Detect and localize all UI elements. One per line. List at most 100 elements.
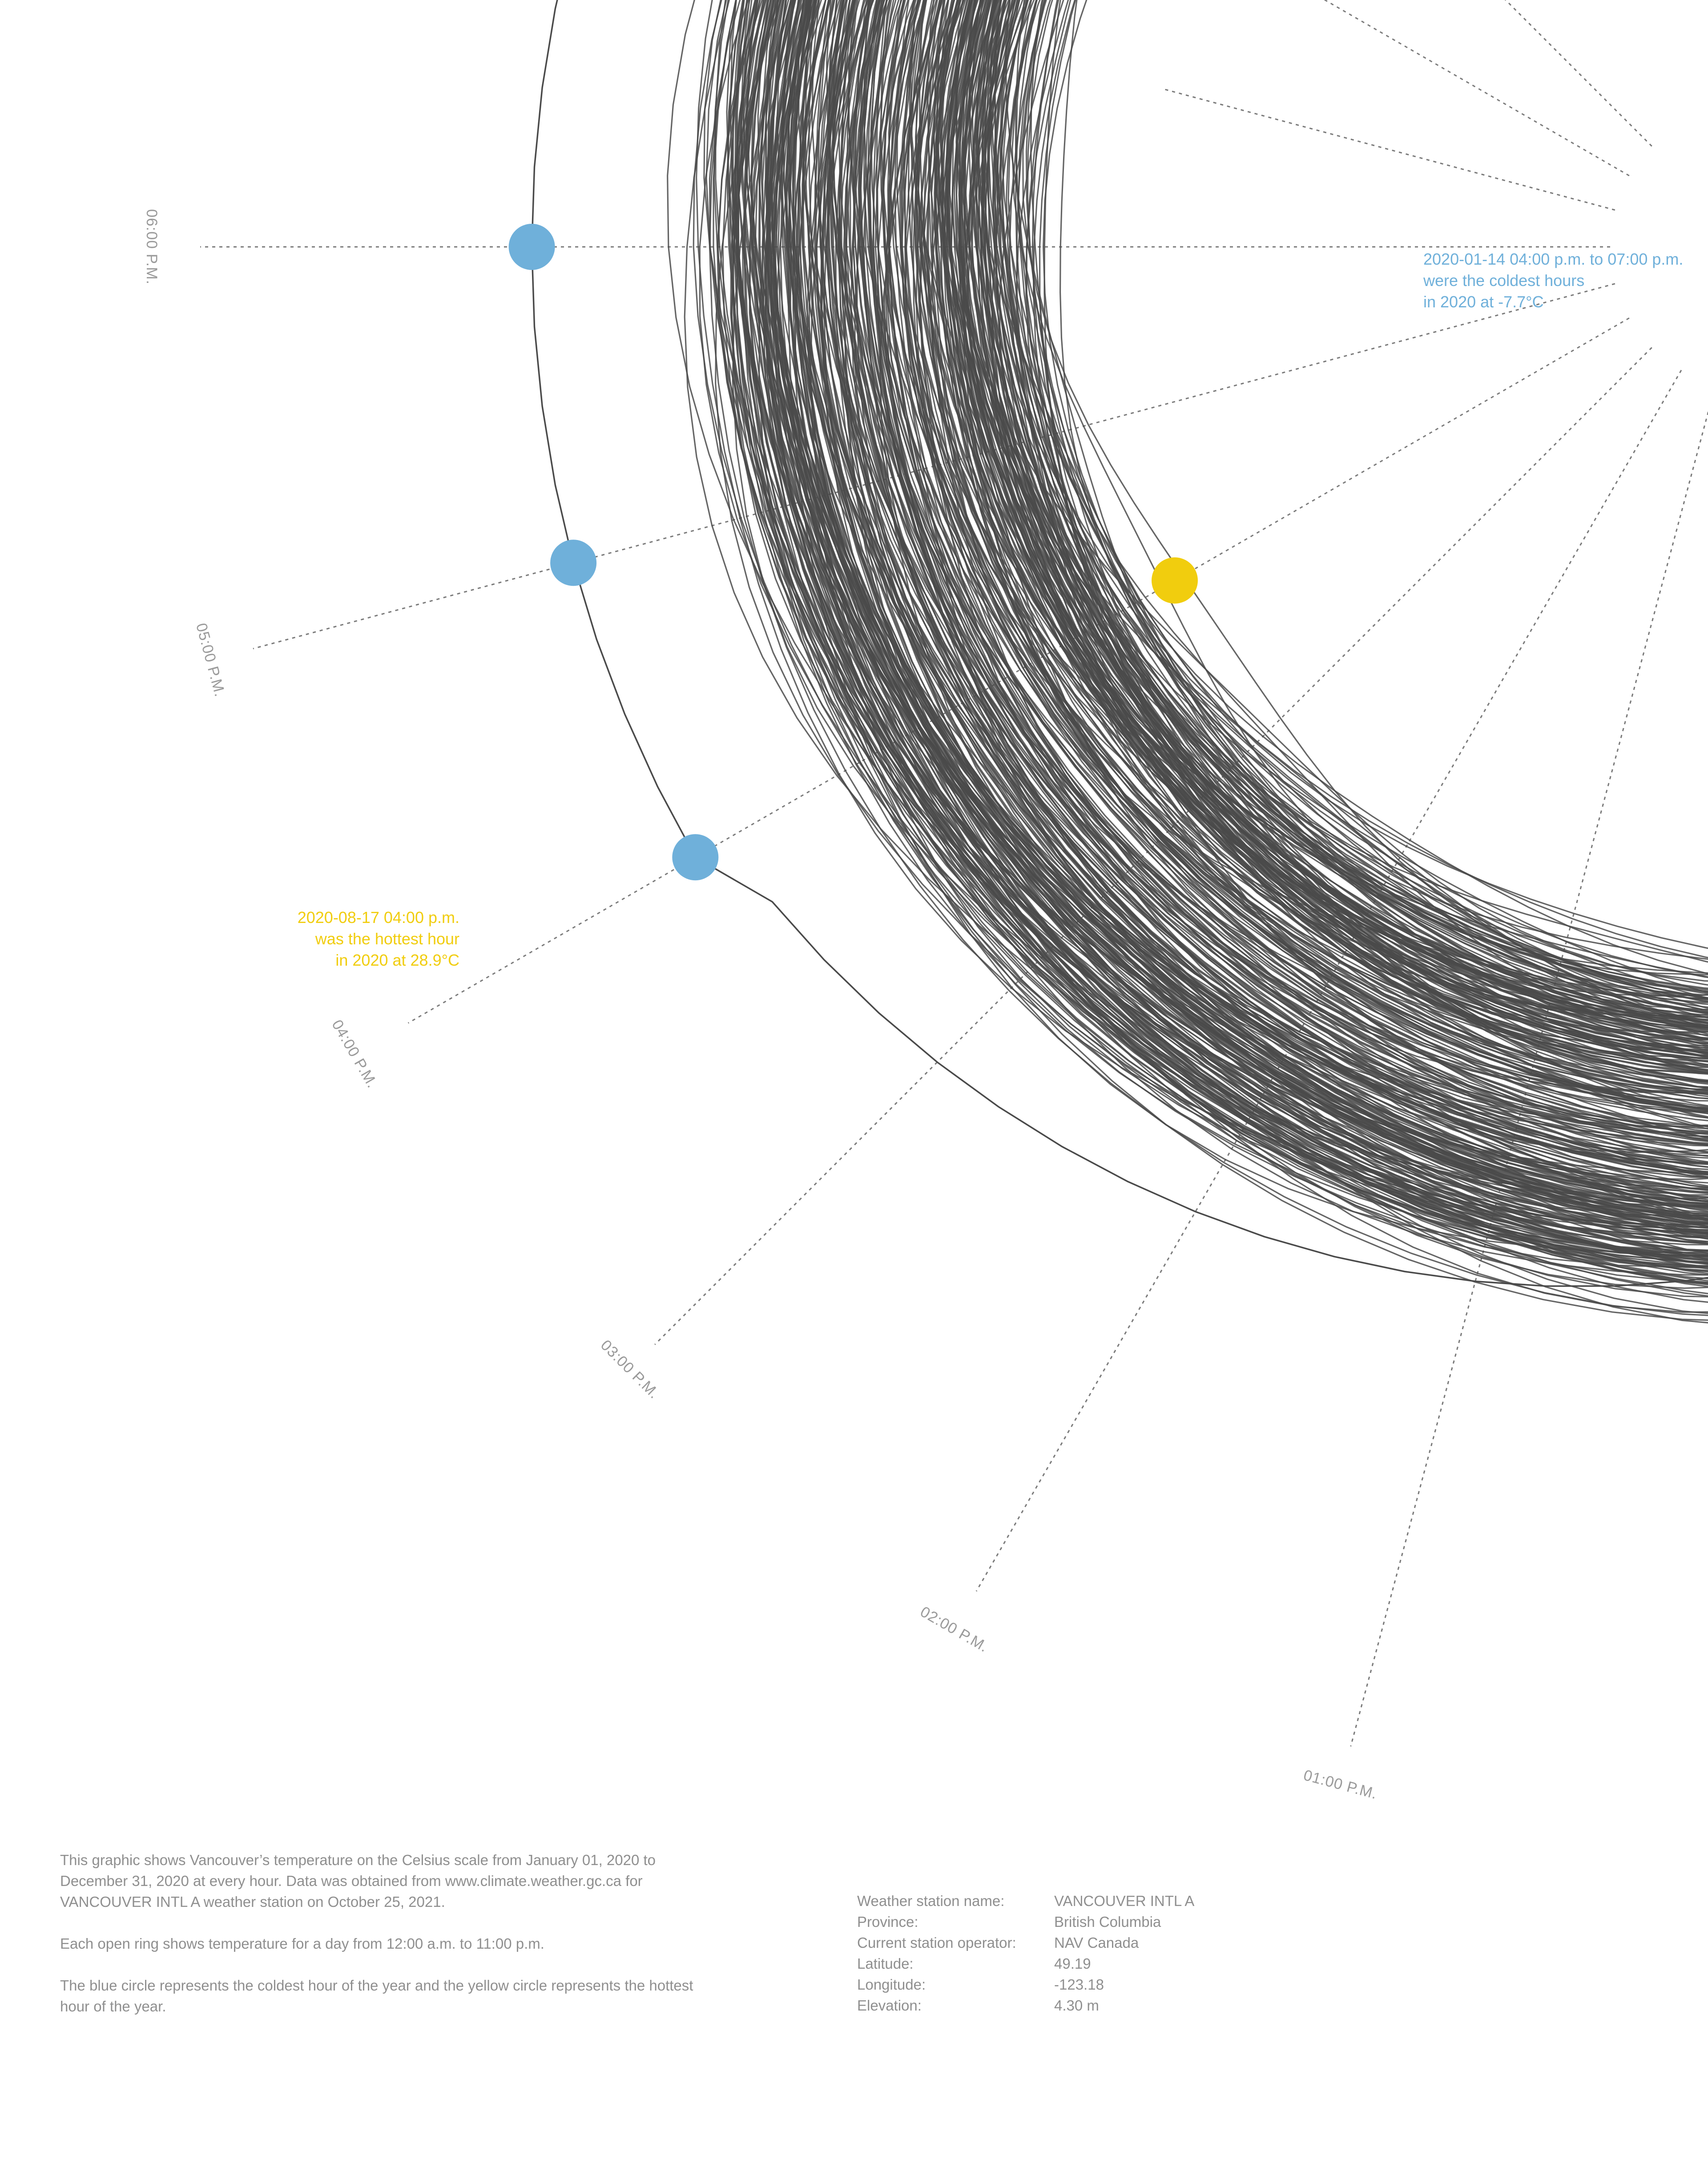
day-ring xyxy=(980,0,1708,1029)
day-ring xyxy=(868,0,1708,1112)
day-ring xyxy=(963,0,1708,1072)
day-ring xyxy=(854,0,1708,1188)
day-ring xyxy=(838,0,1708,1175)
province-value: British Columbia xyxy=(1054,1914,1161,1930)
day-ring xyxy=(958,0,1708,1035)
day-ring xyxy=(731,0,1708,1280)
day-ring xyxy=(709,0,1708,1316)
longitude-value: -123.18 xyxy=(1054,1976,1104,1993)
day-ring xyxy=(904,0,1708,1088)
day-ring xyxy=(935,0,1708,1089)
coldest-annotation-line-2: were the coldest hours xyxy=(1423,271,1584,290)
station-row: Province: British Columbia xyxy=(857,1911,1194,1932)
day-ring xyxy=(850,0,1708,1202)
day-ring xyxy=(955,0,1708,1028)
day-ring xyxy=(855,0,1708,1176)
day-ring xyxy=(1018,0,1708,1028)
latitude-value: 49.19 xyxy=(1054,1955,1091,1972)
day-ring xyxy=(734,0,1708,1237)
day-ring xyxy=(933,0,1708,1056)
latitude-key: Latitude: xyxy=(857,1955,914,1972)
day-ring xyxy=(886,0,1708,1112)
day-ring xyxy=(826,0,1708,1175)
elevation-key: Elevation: xyxy=(857,1997,922,2014)
day-ring xyxy=(917,0,1708,1059)
day-ring xyxy=(794,0,1708,1235)
hour-spoke xyxy=(654,347,1652,1345)
day-ring xyxy=(961,0,1708,1058)
day-ring xyxy=(703,0,1708,1252)
hottest-annotation-line-2: was the hottest hour xyxy=(315,930,459,948)
day-ring xyxy=(955,0,1708,1040)
day-ring xyxy=(667,0,1708,1254)
day-ring xyxy=(995,0,1708,1024)
day-ring xyxy=(947,0,1708,1030)
day-ring xyxy=(1005,0,1708,963)
hour-label: 02:00 P.M. xyxy=(917,1603,991,1656)
day-ring xyxy=(992,0,1708,1014)
day-ring xyxy=(958,0,1708,1016)
day-ring xyxy=(785,0,1708,1224)
station-row: Elevation: 4.30 m xyxy=(857,1995,1194,2016)
hour-label: 05:00 P.M. xyxy=(193,621,229,699)
day-ring xyxy=(912,0,1708,1119)
day-ring xyxy=(936,0,1708,1082)
day-ring xyxy=(798,0,1708,1156)
day-ring xyxy=(789,0,1708,1209)
day-ring xyxy=(806,0,1708,1242)
day-ring xyxy=(1022,0,1708,999)
hour-label: 03:00 P.M. xyxy=(597,1337,663,1402)
coldest-hour-marker xyxy=(672,834,719,881)
hottest-annotation-line-1: 2020-08-17 04:00 p.m. xyxy=(298,908,459,927)
day-ring xyxy=(858,0,1708,1174)
day-ring xyxy=(786,0,1708,1200)
hour-spoke xyxy=(1323,0,1630,177)
elevation-value: 4.30 m xyxy=(1054,1997,1099,2014)
day-ring xyxy=(808,0,1708,1204)
day-ring xyxy=(901,0,1708,1100)
longitude-key: Longitude: xyxy=(857,1976,926,1993)
station-name-value: VANCOUVER INTL A xyxy=(1054,1893,1195,1909)
hour-spoke xyxy=(407,317,1630,1024)
day-ring xyxy=(831,0,1708,1225)
day-ring xyxy=(758,0,1708,1265)
station-row: Weather station name: VANCOUVER INTL A xyxy=(857,1890,1194,1911)
day-ring xyxy=(983,0,1708,1032)
description-paragraph-1: This graphic shows Vancouver’s temperatu… xyxy=(60,1852,656,1910)
day-ring xyxy=(729,0,1708,1294)
day-ring xyxy=(792,0,1708,1217)
daily-temperature-rings xyxy=(531,0,1708,1324)
day-ring xyxy=(832,0,1708,1141)
day-ring xyxy=(874,0,1708,1113)
day-ring xyxy=(967,0,1708,1003)
day-ring xyxy=(955,0,1708,1031)
day-ring xyxy=(975,0,1708,974)
day-ring xyxy=(959,0,1708,1056)
day-ring xyxy=(765,0,1708,1224)
day-ring xyxy=(876,0,1708,1139)
day-ring xyxy=(787,0,1708,1174)
hottest-hour-marker xyxy=(1152,557,1198,604)
day-ring xyxy=(863,0,1708,1108)
day-ring xyxy=(867,0,1708,1128)
day-ring xyxy=(1005,0,1708,1000)
day-ring xyxy=(844,0,1708,1164)
day-ring xyxy=(792,0,1708,1233)
day-ring xyxy=(946,0,1708,1040)
day-ring xyxy=(910,0,1708,1111)
hour-label: 04:00 P.M. xyxy=(328,1017,381,1091)
day-ring xyxy=(1011,0,1708,975)
annotations: 2020-01-14 04:00 p.m. to 07:00 p.m. were… xyxy=(298,250,1684,969)
day-ring xyxy=(838,0,1708,1128)
day-ring xyxy=(769,0,1708,1264)
description-paragraph-3: The blue circle represents the coldest h… xyxy=(60,1977,693,2015)
station-info: Weather station name: VANCOUVER INTL A P… xyxy=(857,1890,1194,2016)
day-ring xyxy=(964,0,1708,1054)
day-ring xyxy=(761,0,1708,1252)
day-ring xyxy=(943,0,1708,1056)
day-ring xyxy=(818,0,1708,1133)
day-ring xyxy=(717,0,1708,1283)
station-row: Current station operator: NAV Canada xyxy=(857,1932,1194,1953)
hour-label: 01:00 P.M. xyxy=(1302,1767,1379,1801)
day-ring xyxy=(804,0,1708,1220)
